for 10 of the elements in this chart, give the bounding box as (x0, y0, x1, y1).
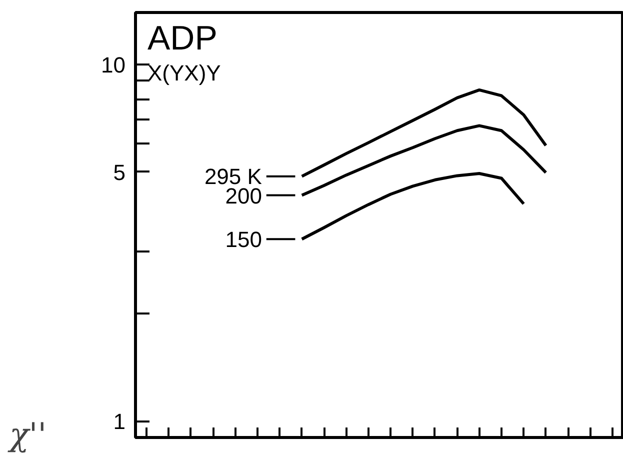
chart-title: ADP (148, 20, 218, 58)
y-tick-label: 1 (113, 409, 126, 434)
line-series (300, 124, 548, 197)
y-tick-label: 5 (113, 160, 126, 185)
y-tick-label: 10 (101, 52, 126, 78)
text: X(YX)Y (148, 60, 222, 86)
y-axis-title: χ'' (8, 416, 46, 454)
legend-label: 150 (225, 227, 262, 252)
line-series (300, 88, 548, 178)
line-series (300, 172, 526, 241)
